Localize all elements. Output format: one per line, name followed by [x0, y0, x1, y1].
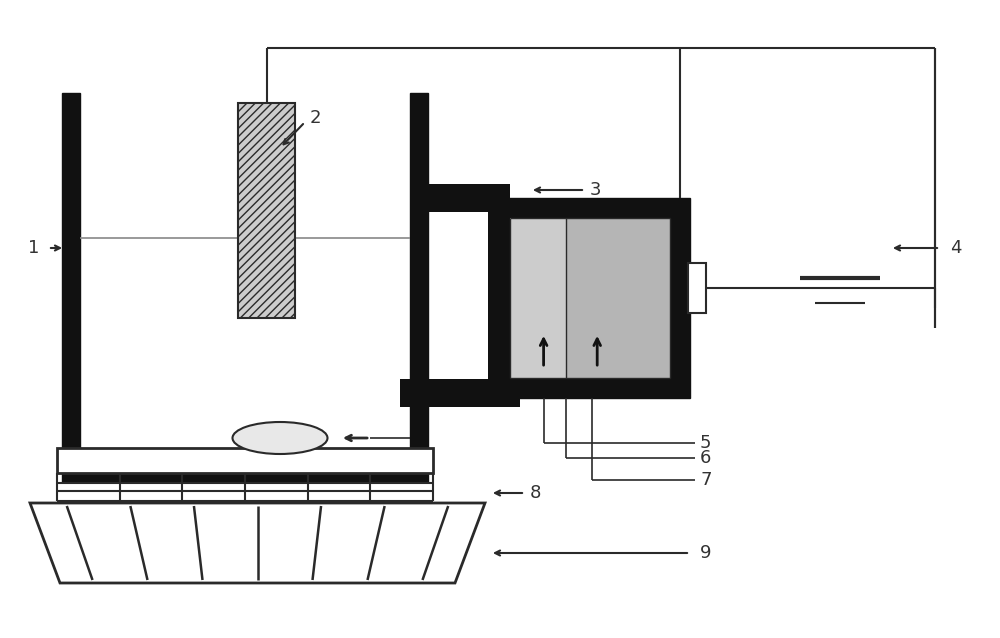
- Bar: [410, 93, 428, 468]
- Bar: [688, 263, 706, 313]
- Text: 6: 6: [700, 449, 711, 467]
- Bar: [566, 218, 670, 378]
- Bar: [410, 184, 510, 212]
- Bar: [488, 198, 516, 393]
- Text: 2: 2: [310, 109, 322, 127]
- Ellipse shape: [232, 422, 328, 454]
- Bar: [400, 379, 520, 407]
- Bar: [490, 198, 690, 398]
- Text: 1: 1: [28, 239, 39, 257]
- Text: 9: 9: [700, 544, 712, 562]
- Bar: [62, 93, 80, 468]
- Bar: [238, 103, 295, 318]
- Text: 7: 7: [700, 471, 712, 489]
- Polygon shape: [30, 503, 485, 583]
- Bar: [57, 448, 433, 473]
- Bar: [510, 218, 566, 378]
- Text: 8: 8: [530, 484, 541, 502]
- Bar: [510, 218, 670, 378]
- Text: 4: 4: [950, 239, 962, 257]
- Text: 5: 5: [700, 434, 712, 452]
- Bar: [62, 468, 428, 482]
- Text: 3: 3: [590, 181, 602, 199]
